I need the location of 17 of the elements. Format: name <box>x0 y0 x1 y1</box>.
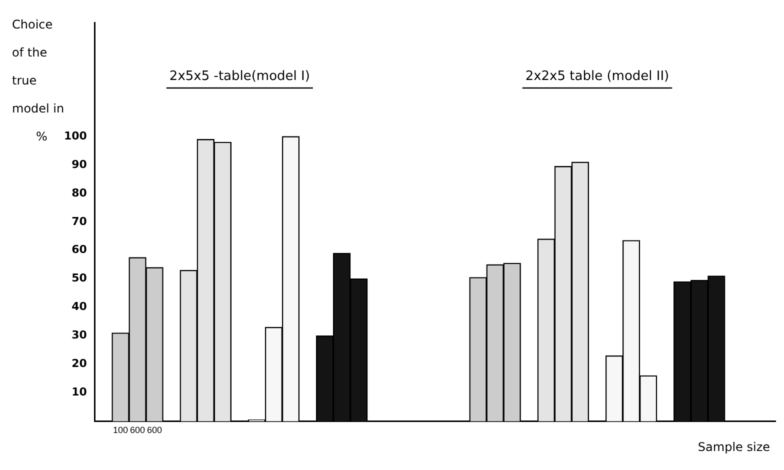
x-tick-label: 100 <box>112 425 128 436</box>
annotation: 2x2x5 table (model II) <box>525 69 670 84</box>
y-tick-label: 80 <box>72 186 88 200</box>
y-tick-label: 40 <box>72 300 88 314</box>
y-tick-label: 10 <box>72 386 88 399</box>
y-tick-label: 100 <box>64 129 88 142</box>
y-tick-label: 90 <box>72 158 88 171</box>
y-tick-label: 50 <box>72 272 88 285</box>
annotation: 2x5x5 -table(model I) <box>169 69 310 84</box>
y-tick-label: 20 <box>72 357 88 370</box>
x-tick-label: 600 <box>130 425 146 436</box>
y-tick-label: 60 <box>72 243 88 256</box>
y-tick-label: 70 <box>72 214 88 228</box>
y-axis-title: Choice of the true model in % <box>12 17 64 144</box>
x-axis-title: Sample size <box>698 440 770 454</box>
y-tick-label: 30 <box>72 328 88 342</box>
x-tick-label: 600 <box>147 425 162 436</box>
